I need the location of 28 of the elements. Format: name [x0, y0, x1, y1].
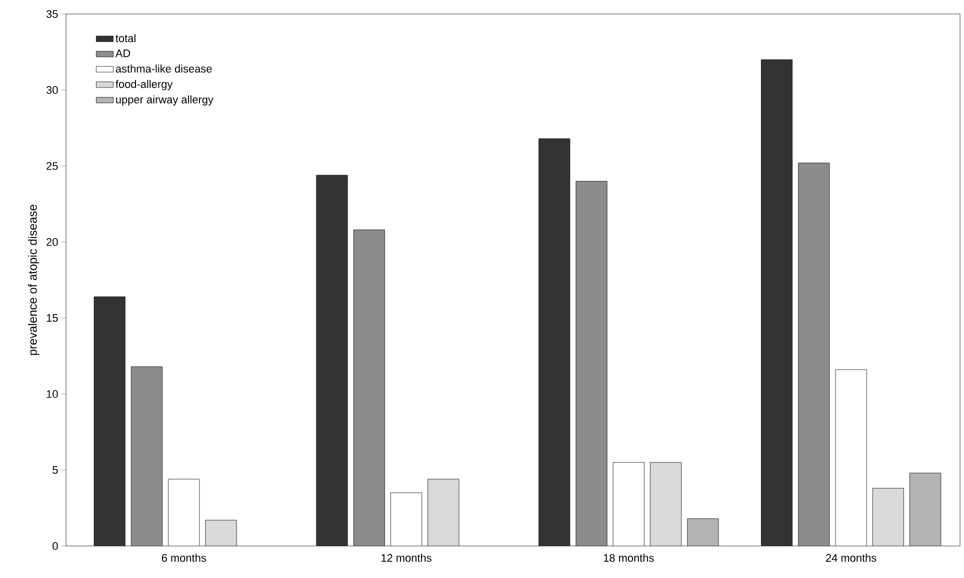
y-tick-label: 10	[46, 390, 58, 398]
bar	[798, 162, 830, 546]
bar	[687, 518, 719, 546]
x-tick-label: 12 months	[382, 554, 432, 562]
y-tick-label: 5	[52, 466, 58, 474]
legend-label: food-allergy	[116, 80, 173, 90]
y-tick-label: 35	[46, 10, 58, 18]
y-tick-label: 30	[46, 86, 58, 94]
bar	[130, 366, 163, 546]
legend-label: upper airway allergy	[116, 95, 214, 106]
y-tick-label: 15	[46, 314, 58, 322]
bar	[538, 138, 570, 546]
legend-label: total	[116, 34, 136, 42]
bar	[353, 230, 385, 546]
y-tick-label: 25	[46, 162, 58, 170]
bar	[94, 296, 126, 546]
x-tick-label: 18 months	[604, 554, 654, 562]
bar	[316, 174, 348, 546]
x-tick-label: 6 months	[162, 554, 206, 562]
x-tick-label: 24 months	[826, 554, 876, 562]
legend-label: asthma-like disease	[116, 64, 212, 73]
y-tick-label: 0	[52, 542, 58, 550]
bar	[576, 180, 608, 546]
legend-label: AD	[115, 50, 130, 58]
y-axis-title: prevalence of atopic disease	[28, 204, 40, 355]
bar	[910, 472, 942, 546]
bar	[761, 59, 793, 546]
y-tick-label: 20	[46, 238, 58, 246]
